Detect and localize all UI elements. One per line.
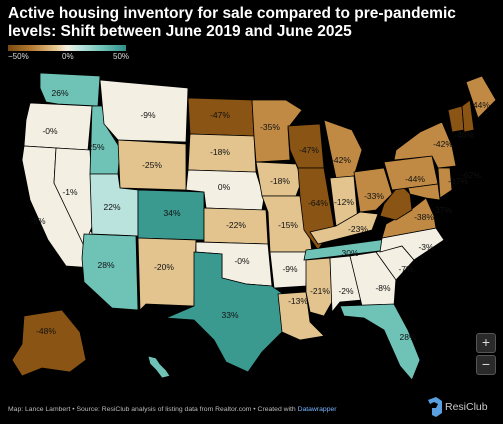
state-label-new-york: -42%	[433, 139, 453, 149]
state-label-south-carolina: -7%	[398, 264, 414, 274]
state-label-georgia: -8%	[375, 283, 391, 293]
state-label-ohio: -33%	[364, 191, 384, 201]
state-alabama[interactable]	[329, 255, 363, 314]
state-label-pennsylvania: -44%	[405, 174, 425, 184]
state-label-south-dakota: -18%	[210, 147, 230, 157]
state-vermont[interactable]	[447, 105, 465, 133]
state-label-nebraska: 0%	[218, 182, 231, 192]
state-minnesota[interactable]	[251, 99, 303, 163]
state-label-minnesota: -35%	[260, 122, 280, 132]
state-label-virginia: -38%	[414, 212, 434, 222]
legend-mid-label: 0%	[62, 52, 74, 61]
state-georgia[interactable]	[349, 251, 397, 307]
state-montana[interactable]	[99, 79, 189, 143]
state-label-idaho: 25%	[87, 142, 104, 152]
state-label-iowa: -18%	[270, 176, 290, 186]
state-label-oklahoma: -0%	[234, 256, 250, 266]
state-hawaii[interactable]	[147, 355, 171, 379]
state-new-hampshire[interactable]	[461, 99, 475, 133]
state-label-california: -5%	[30, 216, 46, 226]
state-maryland[interactable]	[407, 183, 441, 201]
state-florida[interactable]	[339, 303, 421, 381]
state-oregon[interactable]	[23, 102, 93, 151]
state-michigan[interactable]	[323, 119, 363, 179]
state-label-utah: 22%	[103, 202, 120, 212]
state-label-maine: -44%	[470, 100, 490, 110]
state-label-louisiana: -13%	[288, 296, 308, 306]
legend-gradient	[8, 45, 126, 51]
state-arizona[interactable]	[81, 233, 139, 311]
state-new-jersey[interactable]	[437, 167, 453, 199]
state-iowa[interactable]	[255, 161, 303, 197]
color-legend: −50% 0% 50%	[8, 45, 138, 63]
state-label-nevada: -1%	[62, 187, 78, 197]
state-label-florida: 28%	[399, 332, 416, 342]
state-label-wisconsin: -47%	[299, 145, 319, 155]
resiclub-logo: ResiClub	[426, 395, 498, 419]
state-label-tennessee: 30%	[341, 248, 358, 258]
state-label-montana: -9%	[140, 110, 156, 120]
state-label-alabama: -2%	[338, 286, 354, 296]
state-label-washington: 26%	[51, 88, 68, 98]
state-label-kansas: -22%	[226, 220, 246, 230]
state-label-maryland: -37%	[432, 205, 452, 215]
state-label-mississippi: -21%	[310, 286, 330, 296]
state-label-oregon: -0%	[42, 126, 58, 136]
state-maine[interactable]	[465, 75, 497, 119]
zoom-in-button[interactable]: +	[476, 333, 496, 353]
map-title: Active housing inventory for sale compar…	[8, 5, 456, 40]
state-label-new-mexico: -20%	[154, 262, 174, 272]
zoom-out-button[interactable]: −	[476, 355, 496, 375]
state-label-indiana: -12%	[334, 197, 354, 207]
state-kentucky[interactable]	[309, 211, 379, 245]
state-label-wyoming: -25%	[142, 160, 162, 170]
datawrapper-link[interactable]: Datawrapper	[297, 406, 337, 413]
state-label-new-jersey: -37%	[448, 176, 468, 186]
state-label-missouri: -15%	[278, 220, 298, 230]
footer-text: Map: Lance Lambert • Source: ResiClub an…	[8, 406, 298, 413]
state-label-michigan: -42%	[331, 155, 351, 165]
state-label-new-hampshire: -62%	[461, 170, 481, 180]
footer-credits: Map: Lance Lambert • Source: ResiClub an…	[8, 406, 337, 413]
state-label-vermont: -46%	[454, 130, 474, 140]
state-label-north-dakota: -47%	[210, 110, 230, 120]
legend-min-label: −50%	[8, 52, 29, 61]
state-label-illinois: -64%	[308, 198, 328, 208]
state-label-alaska: -48%	[36, 326, 56, 336]
state-ohio[interactable]	[353, 167, 393, 213]
state-label-kentucky: -23%	[348, 224, 368, 234]
legend-max-label: 50%	[113, 52, 130, 61]
resiclub-logo-text: ResiClub	[445, 401, 488, 413]
state-label-arkansas: -9%	[282, 264, 298, 274]
state-label-texas: 33%	[221, 310, 238, 320]
state-alaska[interactable]	[11, 309, 87, 377]
state-label-colorado: 34%	[163, 208, 180, 218]
state-texas[interactable]	[165, 251, 287, 373]
state-new-york[interactable]	[393, 121, 457, 169]
state-label-arizona: 28%	[97, 260, 114, 270]
resiclub-logo-icon	[428, 397, 442, 417]
state-washington[interactable]	[39, 72, 101, 107]
state-new-mexico[interactable]	[137, 237, 197, 311]
state-label-north-carolina: -3%	[418, 242, 434, 252]
